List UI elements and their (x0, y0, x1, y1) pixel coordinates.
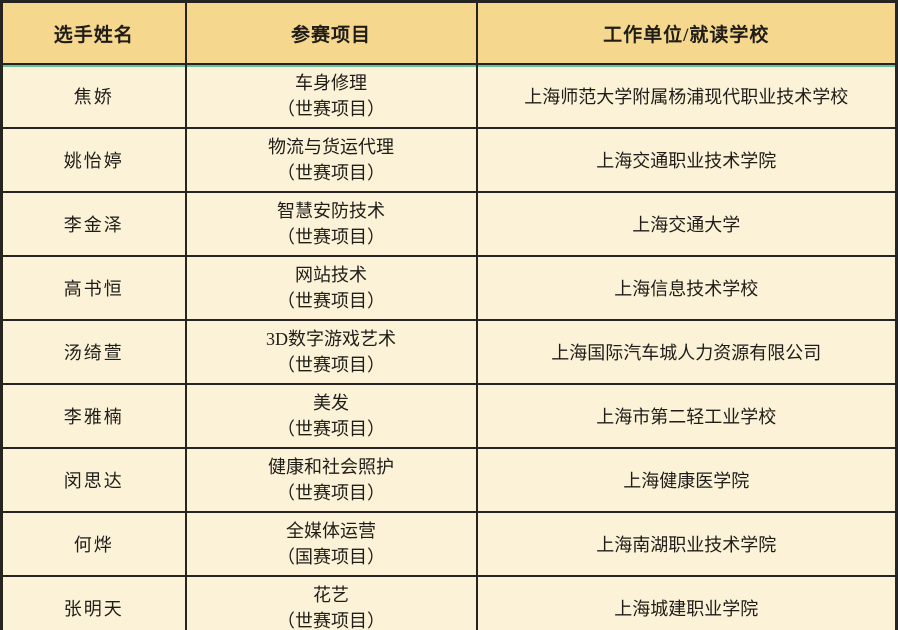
player-name-cell: 李雅楠 (0, 383, 187, 449)
table-row: 闵思达 健康和社会照护 （世赛项目） 上海健康医学院 (0, 447, 898, 513)
player-name-cell: 姚怡婷 (0, 127, 187, 193)
table-row: 何烨 全媒体运营 （国赛项目） 上海南湖职业技术学院 (0, 511, 898, 577)
event-cell: 花艺 （世赛项目） (184, 575, 478, 630)
event-name: 3D数字游戏艺术 (266, 329, 396, 349)
player-name-cell: 张明天 (0, 575, 187, 630)
event-type: （世赛项目） (277, 419, 385, 439)
event-type: （世赛项目） (277, 483, 385, 503)
column-header-organization: 工作单位/就读学校 (475, 0, 898, 65)
table-row: 姚怡婷 物流与货运代理 （世赛项目） 上海交通职业技术学院 (0, 127, 898, 193)
event-type: （世赛项目） (277, 163, 385, 183)
player-name-cell: 焦娇 (0, 63, 187, 129)
event-name: 物流与货运代理 (268, 137, 394, 157)
organization-cell: 上海师范大学附属杨浦现代职业技术学校 (475, 63, 898, 129)
event-cell: 网站技术 （世赛项目） (184, 255, 478, 321)
event-cell: 健康和社会照护 （世赛项目） (184, 447, 478, 513)
player-name-cell: 闵思达 (0, 447, 187, 513)
event-cell: 全媒体运营 （国赛项目） (184, 511, 478, 577)
player-name-cell: 何烨 (0, 511, 187, 577)
event-type: （世赛项目） (277, 99, 385, 119)
table-row: 李金泽 智慧安防技术 （世赛项目） 上海交通大学 (0, 191, 898, 257)
table-row: 汤绮萱 3D数字游戏艺术 （世赛项目） 上海国际汽车城人力资源有限公司 (0, 319, 898, 385)
organization-cell: 上海交通大学 (475, 191, 898, 257)
event-type: （世赛项目） (277, 611, 385, 630)
event-name: 网站技术 (295, 265, 367, 285)
player-name-cell: 高书恒 (0, 255, 187, 321)
column-header-event: 参赛项目 (184, 0, 478, 65)
event-name: 全媒体运营 (286, 521, 376, 541)
event-cell: 3D数字游戏艺术 （世赛项目） (184, 319, 478, 385)
organization-cell: 上海健康医学院 (475, 447, 898, 513)
table-row: 张明天 花艺 （世赛项目） 上海城建职业学院 (0, 575, 898, 630)
event-cell: 物流与货运代理 （世赛项目） (184, 127, 478, 193)
event-type: （世赛项目） (277, 291, 385, 311)
event-name: 健康和社会照护 (268, 457, 394, 477)
event-type: （世赛项目） (277, 227, 385, 247)
event-cell: 车身修理 （世赛项目） (184, 63, 478, 129)
table-row: 焦娇 车身修理 （世赛项目） 上海师范大学附属杨浦现代职业技术学校 (0, 63, 898, 129)
organization-cell: 上海信息技术学校 (475, 255, 898, 321)
player-name-cell: 汤绮萱 (0, 319, 187, 385)
event-cell: 智慧安防技术 （世赛项目） (184, 191, 478, 257)
event-type: （国赛项目） (277, 547, 385, 567)
table-header: 选手姓名 参赛项目 工作单位/就读学校 (0, 0, 898, 65)
organization-cell: 上海南湖职业技术学院 (475, 511, 898, 577)
organization-cell: 上海市第二轻工业学校 (475, 383, 898, 449)
organization-cell: 上海城建职业学院 (475, 575, 898, 630)
table-body: 焦娇 车身修理 （世赛项目） 上海师范大学附属杨浦现代职业技术学校 姚怡婷 物流… (0, 63, 898, 630)
table-row: 高书恒 网站技术 （世赛项目） 上海信息技术学校 (0, 255, 898, 321)
header-row: 选手姓名 参赛项目 工作单位/就读学校 (0, 0, 898, 65)
column-header-player-name: 选手姓名 (0, 0, 187, 65)
event-name: 美发 (313, 393, 349, 413)
event-cell: 美发 （世赛项目） (184, 383, 478, 449)
organization-cell: 上海国际汽车城人力资源有限公司 (475, 319, 898, 385)
organization-cell: 上海交通职业技术学院 (475, 127, 898, 193)
event-name: 车身修理 (295, 73, 367, 93)
table-row: 李雅楠 美发 （世赛项目） 上海市第二轻工业学校 (0, 383, 898, 449)
event-type: （世赛项目） (277, 355, 385, 375)
player-name-cell: 李金泽 (0, 191, 187, 257)
event-name: 花艺 (313, 585, 349, 605)
event-name: 智慧安防技术 (277, 201, 385, 221)
